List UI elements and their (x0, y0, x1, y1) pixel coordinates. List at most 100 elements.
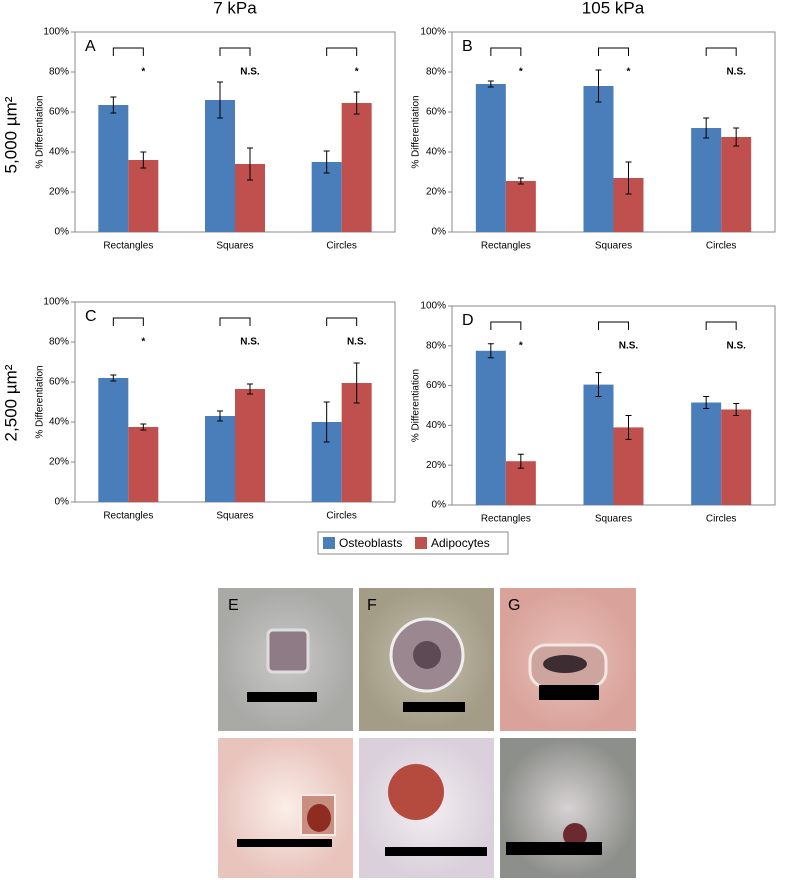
y-tick-label: 60% (49, 377, 69, 388)
bar (475, 350, 506, 505)
image-label: F (367, 597, 377, 614)
y-tick-label: 100% (420, 301, 446, 312)
y-tick-label: 60% (49, 107, 69, 118)
legend-swatch (415, 537, 427, 549)
x-tick-label: Squares (216, 511, 253, 522)
x-tick-label: Rectangles (481, 514, 531, 525)
y-tick-label: 20% (49, 457, 69, 468)
error-bar (487, 80, 494, 88)
error-bar (703, 117, 710, 139)
error-bar (110, 374, 117, 382)
significance-label: N.S. (619, 341, 639, 352)
bar (583, 86, 614, 232)
legend-label: Osteoblasts (339, 536, 402, 550)
bar (98, 378, 129, 502)
significance-label: N.S. (726, 67, 746, 78)
y-tick-label: 80% (49, 67, 69, 78)
y-tick-label: 20% (426, 187, 446, 198)
error-bar (595, 69, 602, 103)
error-bar (353, 362, 360, 404)
error-bar (733, 127, 740, 147)
y-tick-label: 80% (426, 340, 446, 351)
significance-bracket (219, 317, 251, 326)
legend-box (317, 531, 509, 555)
micrograph: F (359, 588, 494, 731)
y-axis-label: % Differentiation (35, 365, 46, 438)
significance-label: * (141, 337, 145, 348)
bar (721, 137, 752, 232)
bar (505, 181, 536, 232)
error-bar (110, 96, 117, 114)
significance-bracket (326, 317, 358, 326)
micrograph: E (218, 588, 353, 731)
error-bar (353, 91, 360, 115)
micrograph (500, 738, 636, 878)
error-bar (517, 177, 524, 185)
image-label: G (508, 597, 520, 614)
y-tick-label: 40% (49, 147, 69, 158)
significance-bracket (598, 321, 629, 330)
bar (98, 105, 129, 232)
row-header: 5,000 µm² (1, 96, 20, 173)
legend-label: Adipocytes (431, 536, 490, 550)
y-axis-label: % Differentiation (35, 95, 46, 168)
y-tick-label: 40% (426, 147, 446, 158)
error-bar (733, 403, 740, 416)
significance-bracket (219, 47, 251, 56)
error-bar (323, 401, 330, 443)
significance-label: * (141, 67, 145, 78)
significance-label: N.S. (240, 337, 260, 348)
x-tick-label: Circles (326, 241, 357, 252)
error-bar (595, 372, 602, 398)
error-bar (323, 150, 330, 174)
y-axis-label: % Differentiation (411, 369, 422, 442)
bar (613, 427, 644, 505)
bar (235, 389, 265, 502)
y-axis-label: % Differentiation (411, 95, 422, 168)
error-bar (217, 410, 223, 422)
significance-bracket (326, 47, 358, 56)
error-bar (625, 161, 632, 195)
micrograph (359, 738, 494, 878)
x-tick-label: Rectangles (481, 241, 531, 252)
error-bar (217, 81, 223, 119)
y-tick-label: 40% (426, 420, 446, 431)
bar (128, 427, 159, 502)
error-bar (140, 423, 147, 431)
micrograph: G (500, 588, 636, 731)
x-tick-label: Circles (706, 514, 737, 525)
x-tick-label: Squares (595, 241, 632, 252)
significance-label: * (519, 341, 523, 352)
significance-bracket (705, 321, 737, 330)
significance-label: * (519, 67, 523, 78)
y-tick-label: 80% (426, 67, 446, 78)
y-tick-label: 20% (49, 187, 69, 198)
significance-label: N.S. (240, 67, 260, 78)
panel-label: C (85, 308, 97, 325)
significance-label: * (355, 67, 359, 78)
y-tick-label: 0% (432, 227, 447, 238)
error-bar (247, 147, 253, 181)
y-tick-label: 100% (43, 27, 69, 38)
error-bar (140, 151, 147, 169)
bar (691, 402, 722, 505)
x-tick-label: Circles (706, 241, 737, 252)
y-tick-label: 40% (49, 417, 69, 428)
bar (311, 162, 342, 232)
significance-label: N.S. (726, 341, 746, 352)
panel-label: B (462, 38, 473, 55)
error-bar (247, 383, 253, 395)
row-header: 2,500 µm² (1, 364, 20, 441)
y-tick-label: 0% (432, 500, 447, 511)
x-tick-label: Circles (326, 511, 357, 522)
significance-label: * (627, 67, 631, 78)
legend-swatch (323, 537, 335, 549)
error-bar (625, 414, 632, 440)
y-tick-label: 60% (426, 107, 446, 118)
bar (721, 409, 752, 505)
y-tick-label: 80% (49, 337, 69, 348)
bar (205, 416, 235, 502)
bar (341, 103, 372, 232)
error-bar (703, 396, 710, 409)
